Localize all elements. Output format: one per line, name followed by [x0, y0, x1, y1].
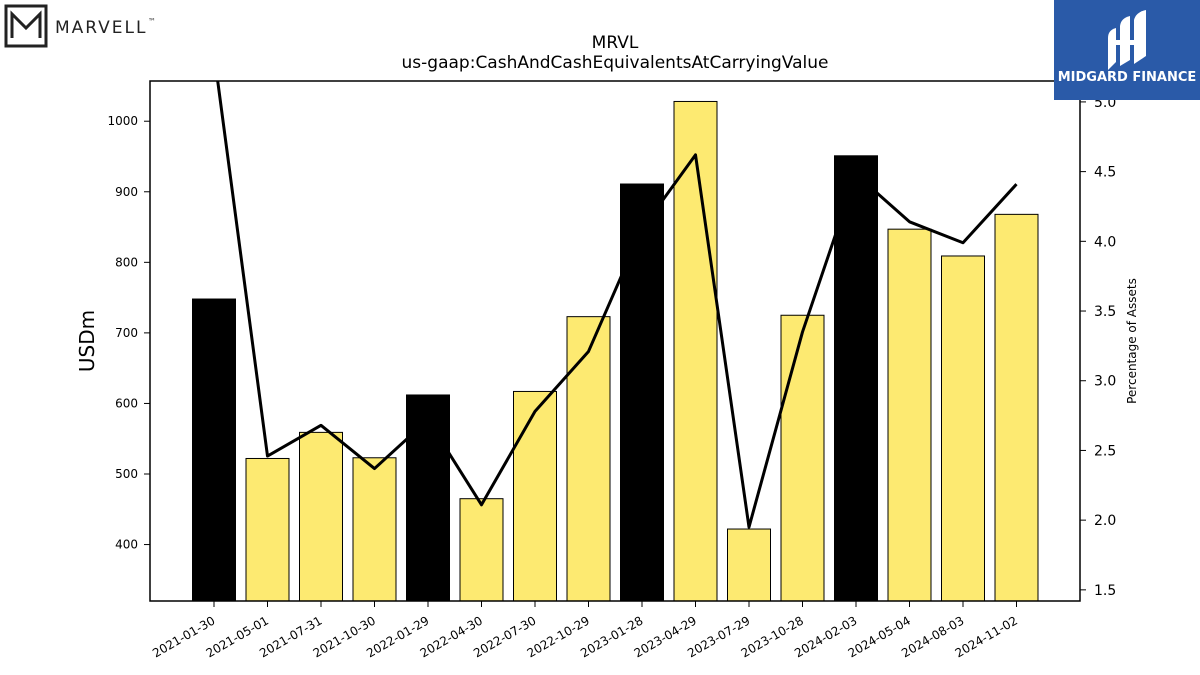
bar-2024-02-03 [834, 155, 878, 602]
y-tick-label-900: 900 [115, 185, 138, 199]
y2-tick-label-2.5: 2.5 [1094, 443, 1116, 459]
percentage-of-assets-line [216, 81, 1018, 529]
y2-axis-label: Percentage of Assets [1125, 278, 1139, 404]
y-axis-label: USDm [75, 310, 99, 372]
y-tick-label-500: 500 [115, 467, 138, 481]
y2-tick-label-1.5: 1.5 [1094, 583, 1116, 599]
right-axis-ticks: 1.52.02.53.03.54.04.55.0 [1080, 95, 1116, 599]
y-tick-label-400: 400 [115, 538, 138, 552]
midgard-logo-icon [1108, 10, 1146, 70]
marvell-logo: MARVELL ™ [4, 4, 156, 48]
y-tick-label-700: 700 [115, 326, 138, 340]
bar-2021-07-31 [299, 431, 343, 602]
midgard-finance-logo: MIDGARD FINANCE [1054, 0, 1200, 100]
bar-2022-07-30 [513, 390, 557, 602]
bar-2022-01-29 [406, 394, 450, 602]
bar-2021-05-01 [245, 457, 290, 602]
x-axis-ticks: 2021-01-302021-05-012021-07-312021-10-30… [150, 601, 1020, 660]
bar-2024-05-04 [887, 228, 932, 602]
bar-2021-01-30 [192, 298, 236, 602]
bar-series [192, 100, 1039, 602]
chart-title: MRVL [592, 33, 639, 53]
bar-2022-04-30 [459, 498, 504, 602]
y2-tick-label-4.0: 4.0 [1094, 234, 1116, 250]
left-axis-ticks: 400 500 600 700 800 900 1000 [107, 114, 150, 552]
marvell-logo-text: MARVELL [55, 18, 148, 38]
chart-subtitle: us-gaap:CashAndCashEquivalentsAtCarrying… [402, 53, 829, 73]
y2-tick-label-3.5: 3.5 [1094, 304, 1116, 320]
midgard-logo-text: MIDGARD FINANCE [1058, 70, 1197, 85]
bar-2022-10-29 [566, 316, 611, 602]
line-series [216, 81, 1018, 529]
bar-2023-07-29 [727, 528, 771, 602]
y-tick-label-600: 600 [115, 396, 138, 410]
y-tick-label-1000: 1000 [107, 114, 138, 128]
bar-2023-10-28 [780, 314, 825, 602]
bar-2021-10-30 [352, 457, 397, 602]
y2-tick-label-3.0: 3.0 [1094, 374, 1116, 390]
y2-tick-label-4.5: 4.5 [1094, 165, 1116, 181]
marvell-logo-icon [4, 4, 48, 48]
marvell-trademark: ™ [148, 17, 156, 26]
bar-2024-08-03 [941, 255, 985, 602]
bar-2023-01-28 [620, 183, 664, 602]
plot-frame [149, 80, 1081, 602]
y-tick-label-800: 800 [115, 255, 138, 269]
bar-2024-11-02 [994, 213, 1039, 602]
y2-tick-label-2.0: 2.0 [1094, 513, 1116, 529]
